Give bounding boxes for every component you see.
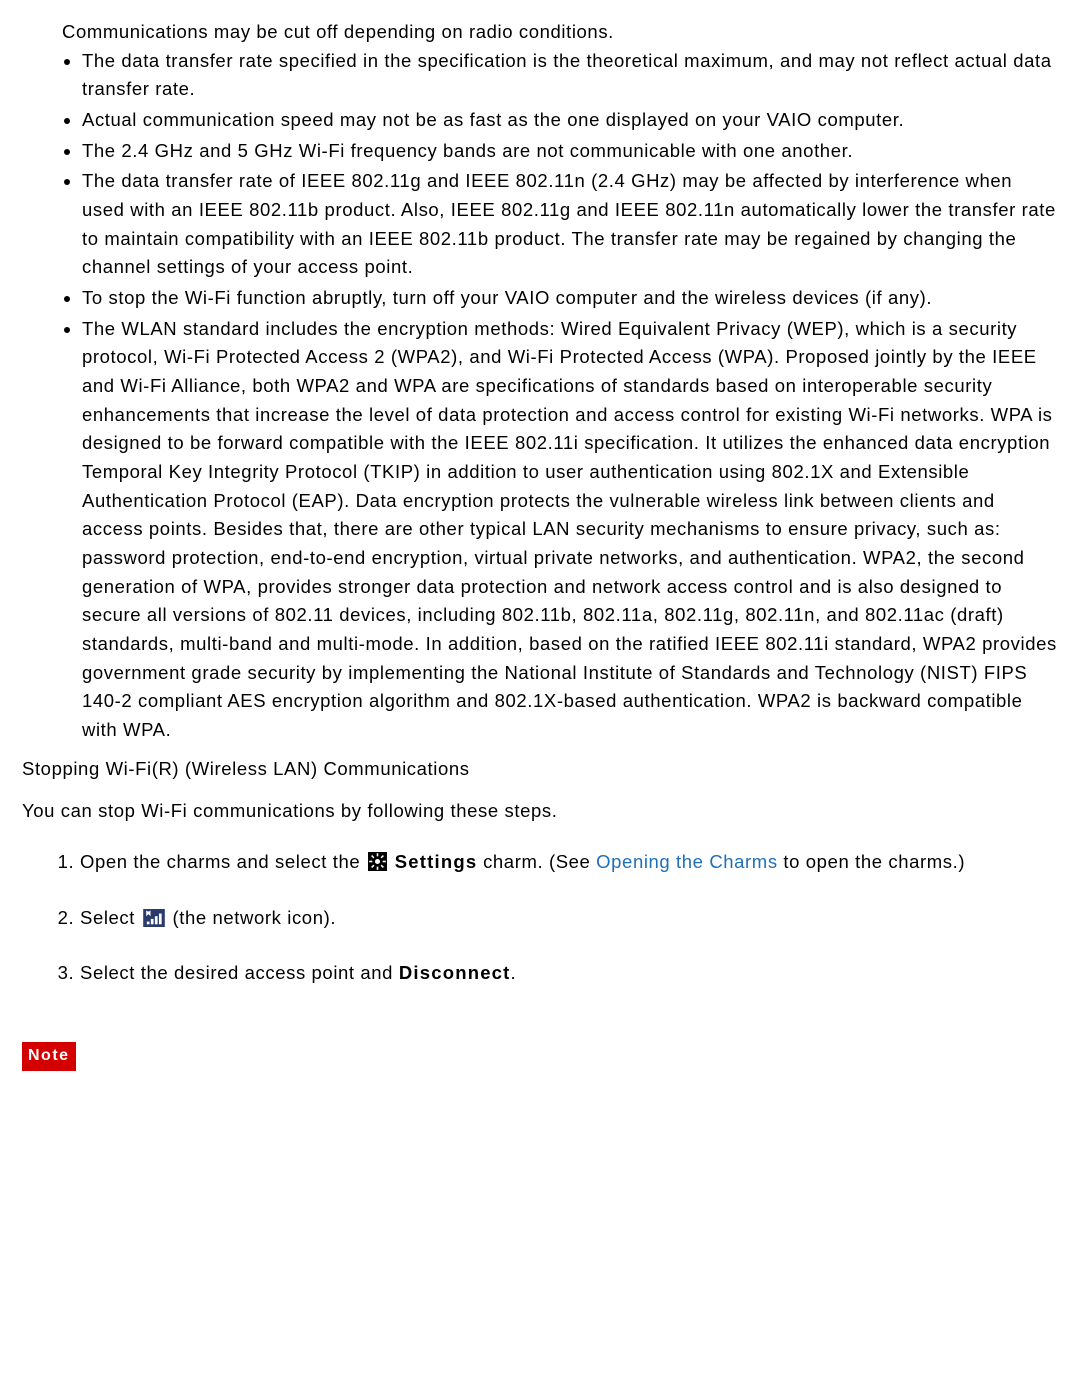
list-item: The data transfer rate specified in the … (82, 47, 1058, 104)
list-item: The WLAN standard includes the encryptio… (82, 315, 1058, 745)
list-item: The 2.4 GHz and 5 GHz Wi-Fi frequency ba… (82, 137, 1058, 166)
note-badge: Note (22, 1042, 76, 1071)
step-item: Select * (the network icon). (80, 904, 1058, 936)
opening-charms-link[interactable]: Opening the Charms (596, 851, 778, 872)
step-item: Select the desired access point and Disc… (80, 959, 1058, 988)
bullet-list: The data transfer rate specified in the … (22, 47, 1058, 745)
step-text: (the network icon). (167, 907, 336, 928)
svg-text:*: * (147, 910, 150, 917)
disconnect-label: Disconnect (399, 962, 511, 983)
step-item: Open the charms and select the Settings … (80, 848, 1058, 880)
settings-label: Settings (395, 851, 478, 872)
step-text: charm. (See (477, 851, 596, 872)
section-heading: Stopping Wi-Fi(R) (Wireless LAN) Communi… (22, 755, 1058, 784)
settings-icon (368, 851, 387, 880)
list-item: The data transfer rate of IEEE 802.11g a… (82, 167, 1058, 282)
network-icon: * (143, 907, 165, 936)
section-lead: You can stop Wi-Fi communications by fol… (22, 797, 1058, 826)
intro-line: Communications may be cut off depending … (22, 18, 1058, 47)
list-item: Actual communication speed may not be as… (82, 106, 1058, 135)
step-text: to open the charms.) (778, 851, 965, 872)
steps-list: Open the charms and select the Settings … (22, 848, 1058, 988)
step-text: Select the desired access point and (80, 962, 399, 983)
step-text: . (511, 962, 517, 983)
step-text: Select (80, 907, 141, 928)
list-item: To stop the Wi-Fi function abruptly, tur… (82, 284, 1058, 313)
step-text: Open the charms and select the (80, 851, 366, 872)
